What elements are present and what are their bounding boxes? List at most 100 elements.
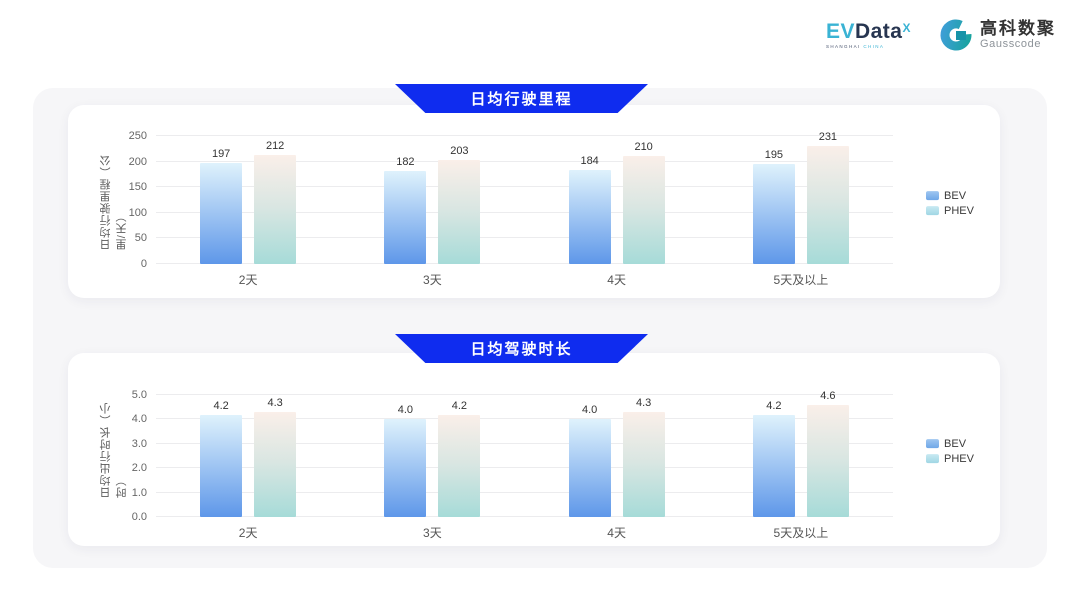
mileage-y-axis-label: 日均行驶里程（公里/天） bbox=[100, 153, 128, 250]
gausscode-text: 高科数聚 Gausscode bbox=[980, 19, 1056, 51]
gausscode-g-icon bbox=[940, 19, 972, 51]
legend-item-phev[interactable]: PHEV bbox=[926, 453, 974, 465]
bar-value-label: 195 bbox=[764, 149, 784, 162]
bar-value-label: 4.0 bbox=[397, 404, 414, 417]
bar-bev-2天: 4.2 bbox=[200, 400, 243, 517]
bar-value-label: 4.2 bbox=[213, 399, 229, 412]
bar-phev-4天: 210 bbox=[622, 141, 665, 264]
y-tick-label: 200 bbox=[128, 155, 147, 168]
duration-y-axis-label: 日均出行时长（小时） bbox=[100, 401, 128, 498]
legend-swatch-bev bbox=[926, 191, 940, 201]
y-tick-label: 150 bbox=[128, 181, 147, 194]
y-tick-label: 3.0 bbox=[131, 437, 147, 450]
bar-group-4天: 184 210 4天 bbox=[525, 136, 709, 287]
evdata-sub-left: SHANGHAI bbox=[825, 44, 861, 49]
gridline bbox=[156, 237, 893, 239]
gridline bbox=[156, 135, 893, 136]
duration-chart-card: 日均出行时长（小时） 0.0 1.0 2.0 3.0 4.0 5.0 4.2 4.3 2天 4.0… bbox=[68, 353, 1000, 546]
legend-item-phev[interactable]: PHEV bbox=[926, 205, 974, 217]
evdata-sub-right: CHINA bbox=[863, 44, 885, 49]
bar-value-label: 203 bbox=[450, 145, 469, 158]
report-container: 日均行驶里程 日均行驶里程（公里/天） 0 50 100 150 200 250 197 21… bbox=[33, 84, 1047, 568]
legend-label: BEV bbox=[944, 437, 967, 450]
legend-label: PHEV bbox=[944, 204, 974, 217]
mileage-chart-title: 日均行驶里程 bbox=[470, 91, 573, 108]
y-tick-label: 0 bbox=[140, 258, 147, 270]
gridline bbox=[156, 491, 893, 493]
bar-value-label: 182 bbox=[396, 155, 415, 168]
y-tick-label: 5.0 bbox=[131, 389, 147, 401]
bar-bev-5天及以上: 4.2 bbox=[752, 400, 795, 517]
y-tick-label: 250 bbox=[128, 130, 147, 142]
x-tick-label: 3天 bbox=[423, 273, 442, 287]
bar-group-2天: 197 212 2天 bbox=[156, 136, 340, 287]
y-tick-label: 2.0 bbox=[131, 462, 147, 475]
bar-value-label: 212 bbox=[265, 140, 285, 153]
bar-bev-3天: 4.0 bbox=[384, 404, 427, 517]
bar-group-5天及以上: 4.2 4.6 5天及以上 bbox=[709, 390, 893, 540]
gridline bbox=[156, 263, 893, 264]
legend-item-bev[interactable]: BEV bbox=[926, 190, 974, 202]
bar-phev-3天: 203 bbox=[438, 145, 481, 264]
gausscode-en-name: Gausscode bbox=[980, 38, 1042, 50]
bar-phev-5天及以上: 4.6 bbox=[806, 390, 849, 517]
legend-item-bev[interactable]: BEV bbox=[926, 438, 974, 450]
x-tick-label: 2天 bbox=[238, 273, 258, 287]
evdata-logo-text: EVDataX bbox=[826, 21, 911, 43]
y-tick-label: 4.0 bbox=[131, 413, 147, 426]
evdata-logo: EVDataX SHANGHAI CHINA bbox=[826, 21, 921, 50]
y-tick-label: 1.0 bbox=[131, 486, 147, 499]
duration-chart-title-banner: 日均驾驶时长 bbox=[395, 334, 648, 363]
gausscode-cn-name: 高科数聚 bbox=[980, 19, 1056, 38]
gridline bbox=[156, 211, 893, 213]
bar-value-label: 4.3 bbox=[635, 397, 652, 410]
bar-bev-5天及以上: 195 bbox=[752, 149, 795, 264]
legend-swatch-phev bbox=[926, 454, 940, 464]
evdata-logo-subtext: SHANGHAI CHINA bbox=[826, 44, 911, 49]
duration-legend: BEV PHEV bbox=[926, 438, 974, 465]
bar-phev-2天: 4.3 bbox=[254, 397, 297, 517]
bar-value-label: 4.3 bbox=[267, 397, 283, 410]
evdata-sup-x: X bbox=[902, 21, 911, 35]
mileage-chart-card: 日均行驶里程（公里/天） 0 50 100 150 200 250 197 212 2天 182 2… bbox=[68, 105, 1000, 298]
legend-swatch-phev bbox=[926, 206, 940, 216]
bar-value-label: 4.2 bbox=[766, 399, 782, 412]
bar-value-label: 210 bbox=[634, 141, 653, 154]
bar-phev-2天: 212 bbox=[254, 140, 297, 264]
x-tick-label: 2天 bbox=[238, 526, 258, 540]
bar-phev-4天: 4.3 bbox=[622, 397, 665, 517]
y-tick-label: 0.0 bbox=[131, 511, 147, 523]
bar-group-2天: 4.2 4.3 2天 bbox=[156, 395, 340, 540]
gridline bbox=[156, 467, 893, 469]
x-tick-label: 4天 bbox=[607, 273, 626, 287]
legend-label: PHEV bbox=[944, 452, 974, 465]
bar-value-label: 4.0 bbox=[581, 404, 598, 417]
bar-bev-3天: 182 bbox=[384, 156, 427, 264]
x-tick-label: 3天 bbox=[423, 526, 442, 540]
duration-plot-area: 0.0 1.0 2.0 3.0 4.0 5.0 4.2 4.3 2天 4.0 4.2 3天 4.0 4.3… bbox=[132, 389, 893, 540]
bar-value-label: 4.2 bbox=[451, 399, 468, 412]
bar-value-label: 197 bbox=[211, 148, 231, 161]
bar-group-5天及以上: 195 231 5天及以上 bbox=[709, 131, 893, 287]
mileage-chart-title-banner: 日均行驶里程 bbox=[395, 84, 648, 113]
gridline bbox=[156, 442, 893, 444]
bar-phev-5天及以上: 231 bbox=[806, 131, 849, 264]
x-tick-label: 5天及以上 bbox=[773, 526, 829, 540]
duration-chart-title: 日均驾驶时长 bbox=[470, 341, 573, 358]
gridline bbox=[156, 516, 893, 517]
bar-value-label: 231 bbox=[818, 130, 838, 143]
y-tick-label: 100 bbox=[128, 206, 147, 219]
bar-bev-4天: 4.0 bbox=[568, 404, 611, 517]
bar-value-label: 184 bbox=[580, 154, 599, 167]
gausscode-logo: 高科数聚 Gausscode bbox=[939, 18, 1056, 52]
bar-value-label: 4.6 bbox=[820, 389, 836, 402]
x-tick-label: 5天及以上 bbox=[773, 273, 829, 287]
legend-label: BEV bbox=[944, 189, 967, 202]
bar-group-3天: 4.0 4.2 3天 bbox=[340, 395, 524, 540]
bar-group-4天: 4.0 4.3 4天 bbox=[525, 395, 709, 540]
header-logo-bar: EVDataX SHANGHAI CHINA 高科数聚 Gausscode bbox=[826, 18, 1056, 52]
bar-group-3天: 182 203 3天 bbox=[340, 136, 524, 287]
gridline bbox=[156, 418, 893, 420]
gridline bbox=[156, 186, 893, 188]
evdata-data-text: Data bbox=[854, 20, 903, 43]
